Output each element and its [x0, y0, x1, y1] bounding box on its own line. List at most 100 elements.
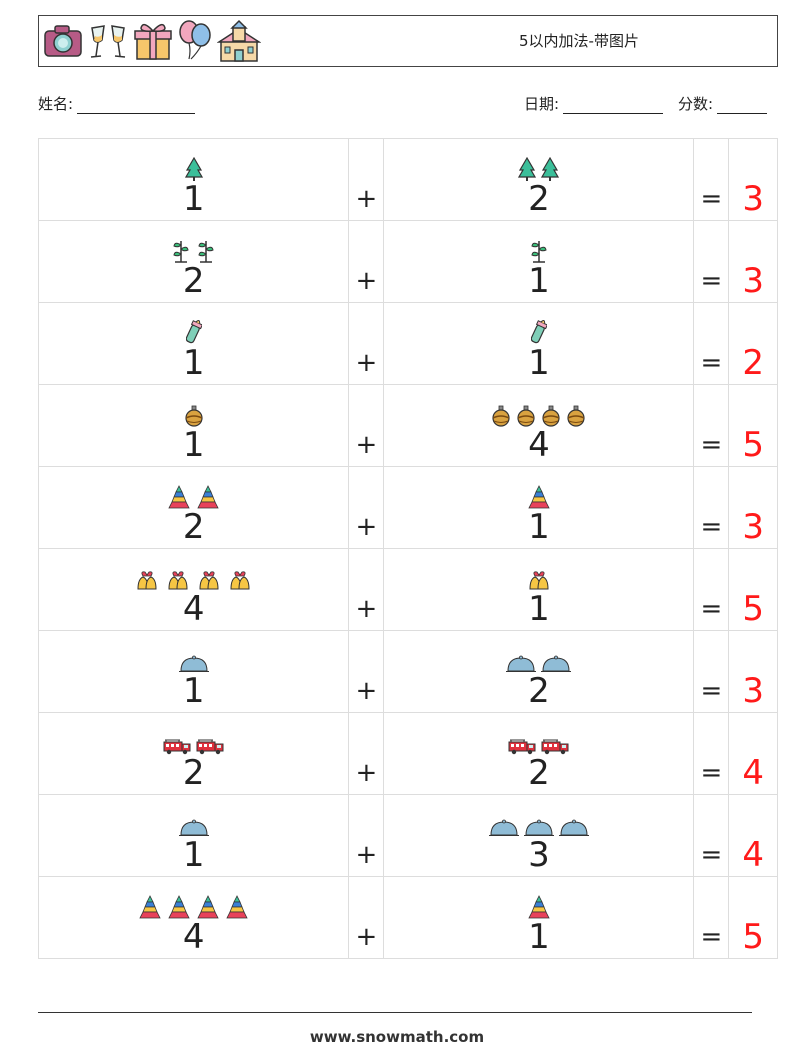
answer: 3: [728, 220, 778, 303]
operand-a: 1: [182, 425, 205, 465]
operand-b-cell: 1: [383, 548, 695, 631]
operand-a: 4: [182, 589, 205, 629]
dome-icon: [541, 655, 572, 673]
fire-truck-icon: [163, 737, 191, 755]
ornament-ball-icon: [566, 405, 586, 427]
bells-icon: [526, 569, 552, 591]
answer: 5: [728, 876, 778, 959]
operand-b-pictures: [384, 811, 693, 837]
bells-icon: [196, 569, 222, 591]
operand-b-pictures: [384, 319, 693, 345]
sprout-icon: [196, 237, 216, 263]
answer: 4: [728, 712, 778, 795]
plus-sign: +: [348, 712, 385, 795]
equals-sign: =: [693, 794, 730, 877]
name-label: 姓名:: [38, 95, 74, 113]
camera-icon: [44, 25, 82, 57]
operand-b: 2: [528, 753, 550, 793]
date-label: 日期:: [524, 95, 560, 113]
operand-a: 2: [182, 507, 205, 547]
score-label: 分数:: [678, 95, 714, 113]
stacking-pyramid-icon: [527, 895, 551, 919]
bells-icon: [227, 569, 253, 591]
operand-a-cell: 1: [37, 384, 350, 467]
equals-sign: =: [693, 548, 730, 631]
problem-row: 1 +2 = 3: [37, 138, 778, 221]
equals-sign: =: [693, 302, 730, 385]
date-blank[interactable]: [563, 97, 664, 114]
plus-sign: +: [348, 630, 385, 713]
operand-b: 1: [528, 261, 550, 301]
plus-sign: +: [348, 138, 385, 221]
operand-b-pictures: [384, 237, 693, 263]
operand-b: 3: [528, 835, 550, 875]
sprout-icon: [171, 237, 191, 263]
answer: 3: [728, 466, 778, 549]
equals-sign: =: [693, 138, 730, 221]
fire-truck-icon: [196, 737, 224, 755]
operand-b: 1: [528, 589, 550, 629]
dome-icon: [506, 655, 537, 673]
operand-b-pictures: [384, 401, 693, 427]
operand-a-cell: 2: [37, 712, 350, 795]
operand-b: 1: [528, 507, 550, 547]
champagne-glasses-icon: [90, 25, 126, 58]
equals-sign: =: [693, 384, 730, 467]
problem-row: 4 +1 = 5: [37, 548, 778, 631]
ornament-ball-icon: [541, 405, 561, 427]
operand-a-pictures: [39, 729, 348, 755]
name-blank[interactable]: [77, 97, 196, 114]
operand-a: 1: [182, 835, 205, 875]
operand-b-cell: 2: [383, 712, 695, 795]
equals-sign: =: [693, 630, 730, 713]
score-field: 分数:: [678, 93, 768, 114]
operand-b-cell: 1: [383, 876, 695, 959]
operand-a-pictures: [39, 401, 348, 427]
header-icons: [43, 19, 261, 63]
problem-row: 1 +4 = 5: [37, 384, 778, 467]
dome-icon: [178, 655, 209, 673]
fire-truck-icon: [541, 737, 569, 755]
equals-sign: =: [693, 220, 730, 303]
operand-a-pictures: [39, 319, 348, 345]
bells-icon: [134, 569, 160, 591]
problems-table: 1 +2 = 3 2 +1 = 3 1 +1 = 2 1 +4 = 5 2 +1 = 3 4 +1 = 5 1 +2 = 3 2 +2 = 4…: [37, 138, 778, 959]
operand-a-pictures: [39, 565, 348, 591]
operand-b-cell: 2: [383, 138, 695, 221]
footer-site: www.snowmath.com: [309, 1028, 485, 1046]
operand-a-cell: 1: [37, 138, 350, 221]
problem-row: 2 +2 = 4: [37, 712, 778, 795]
plus-sign: +: [348, 466, 385, 549]
operand-a-pictures: [39, 811, 348, 837]
equals-sign: =: [693, 466, 730, 549]
footer-divider: [38, 1012, 752, 1013]
operand-b-pictures: [384, 729, 693, 755]
operand-a-cell: 4: [37, 548, 350, 631]
problem-row: 4 +1 = 5: [37, 876, 778, 959]
operand-a-pictures: [39, 647, 348, 673]
operand-a-cell: 2: [37, 220, 350, 303]
problem-row: 2 +1 = 3: [37, 220, 778, 303]
operand-b-cell: 1: [383, 220, 695, 303]
worksheet-title: 5以内加法-带图片: [519, 32, 639, 50]
operand-b-cell: 2: [383, 630, 695, 713]
plus-sign: +: [348, 794, 385, 877]
problem-row: 1 +3 = 4: [37, 794, 778, 877]
equals-sign: =: [693, 876, 730, 959]
operand-a-cell: 4: [37, 876, 350, 959]
score-blank[interactable]: [717, 97, 768, 114]
tree-icon: [184, 157, 203, 181]
plus-sign: +: [348, 384, 385, 467]
operand-a-cell: 2: [37, 466, 350, 549]
operand-b-cell: 3: [383, 794, 695, 877]
operand-b-pictures: [384, 483, 693, 509]
plus-sign: +: [348, 548, 385, 631]
problem-row: 1 +2 = 3: [37, 630, 778, 713]
plus-sign: +: [348, 220, 385, 303]
dome-icon: [488, 819, 519, 837]
equals-sign: =: [693, 712, 730, 795]
operand-a-cell: 1: [37, 630, 350, 713]
answer: 3: [728, 138, 778, 221]
operand-a: 2: [182, 753, 205, 793]
tree-icon: [518, 157, 537, 181]
